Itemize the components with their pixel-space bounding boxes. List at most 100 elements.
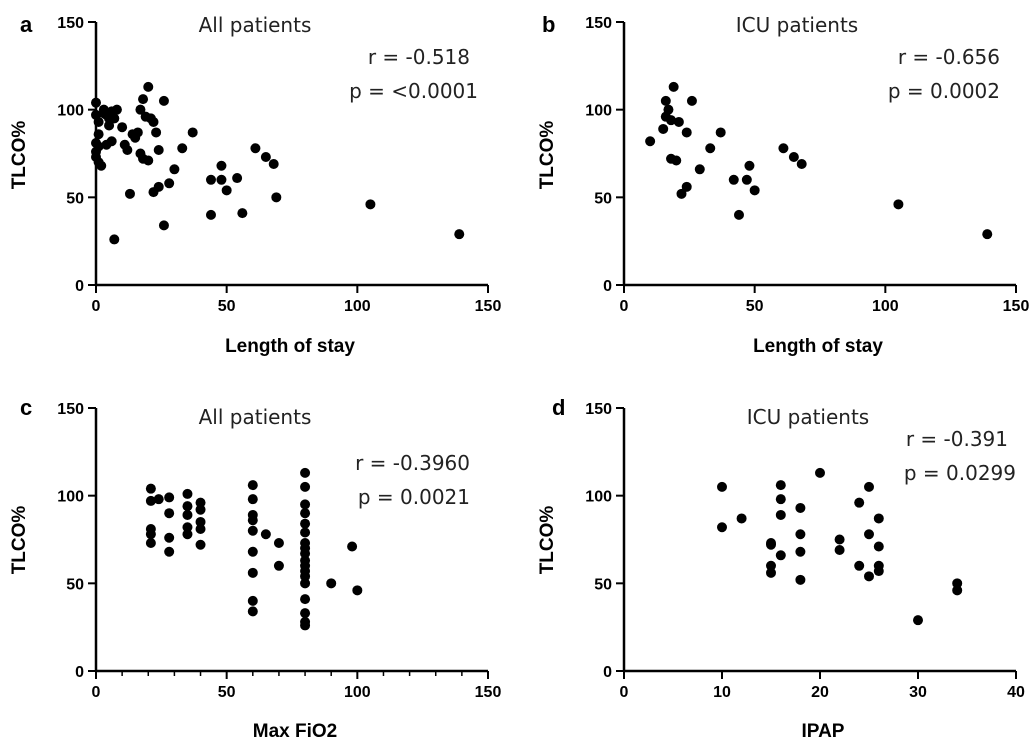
p-value: p = <0.0001 — [349, 79, 478, 103]
data-point — [775, 550, 786, 561]
data-point — [195, 516, 206, 527]
data-point — [736, 513, 747, 524]
data-point — [153, 144, 164, 155]
data-point — [135, 104, 146, 115]
data-point — [681, 127, 692, 138]
data-point — [715, 127, 726, 138]
panel-title: All patients — [199, 405, 312, 429]
data-point — [300, 499, 311, 510]
data-point — [663, 104, 674, 115]
y-tick-label: 150 — [585, 15, 612, 32]
panel-c: c All patients r = -0.3960 p = 0.0021 Ma… — [9, 395, 501, 742]
data-point — [247, 480, 258, 491]
data-point — [205, 174, 216, 185]
data-point — [273, 538, 284, 549]
data-point — [352, 585, 363, 596]
panel-letter: b — [542, 12, 555, 37]
data-point — [195, 497, 206, 508]
p-value: p = 0.0002 — [888, 79, 1000, 103]
data-point — [145, 538, 156, 549]
y-tick-label: 100 — [585, 103, 612, 120]
y-tick-label: 0 — [75, 278, 84, 295]
data-point — [347, 541, 358, 552]
data-point — [658, 123, 669, 134]
data-point — [873, 566, 884, 577]
data-point — [778, 143, 789, 154]
data-point — [864, 529, 874, 540]
data-point — [117, 122, 128, 133]
x-axis-label: Max FiO2 — [253, 721, 337, 742]
data-point — [300, 578, 311, 589]
data-point — [645, 136, 656, 147]
x-axis-label: Length of stay — [753, 336, 883, 357]
data-point — [177, 143, 188, 154]
data-point — [666, 115, 677, 126]
data-point — [247, 595, 258, 606]
data-points — [645, 81, 993, 240]
data-point — [676, 188, 687, 199]
data-point — [260, 529, 271, 540]
data-point — [815, 467, 825, 478]
y-tick-label: 100 — [57, 489, 84, 506]
data-point — [247, 494, 258, 505]
data-point — [300, 467, 311, 478]
y-tick-label: 150 — [585, 401, 612, 418]
data-point — [98, 108, 109, 119]
data-point — [668, 81, 679, 92]
data-point — [164, 178, 175, 189]
data-point — [91, 97, 101, 108]
data-point — [795, 546, 806, 557]
p-value: p = 0.0299 — [904, 461, 1016, 485]
data-point — [124, 188, 135, 199]
data-point — [300, 518, 311, 529]
x-tick-label: 0 — [620, 684, 629, 701]
data-point — [671, 155, 682, 166]
panel-letter: a — [20, 12, 33, 37]
data-point — [169, 164, 180, 175]
data-point — [300, 571, 311, 582]
data-point — [365, 199, 376, 210]
data-point — [216, 174, 227, 185]
data-point — [260, 152, 271, 163]
data-point — [145, 495, 156, 506]
data-point — [775, 509, 786, 520]
data-point — [182, 522, 193, 533]
x-tick-label: 100 — [344, 684, 371, 701]
data-point — [300, 527, 311, 538]
data-point — [122, 144, 133, 155]
panel-d: d ICU patients r = -0.391 p = 0.0299 IPA… — [537, 395, 1025, 742]
data-point — [717, 522, 727, 533]
panel-b: b ICU patients r = -0.656 p = 0.0002 Len… — [537, 12, 1029, 357]
data-point — [232, 173, 243, 184]
panel-letter: d — [552, 395, 565, 420]
axes: 0 50 100 150 0 50 100 150 — [585, 15, 1029, 315]
data-point — [221, 185, 232, 196]
x-tick-label: 100 — [344, 298, 371, 315]
data-point — [705, 143, 716, 154]
data-point — [854, 560, 865, 571]
data-point — [153, 494, 164, 505]
data-point — [109, 234, 120, 245]
data-point — [300, 608, 311, 619]
data-point — [96, 160, 107, 171]
data-points — [717, 467, 963, 626]
data-point — [145, 483, 156, 494]
data-point — [694, 164, 705, 175]
y-tick-label: 150 — [57, 15, 84, 32]
x-tick-label: 50 — [218, 298, 236, 315]
axes: 0 50 100 150 0 50 100 150 — [57, 401, 501, 701]
data-point — [195, 504, 206, 515]
data-point — [158, 95, 169, 106]
x-tick-label: 150 — [475, 684, 502, 701]
data-point — [250, 143, 261, 154]
data-point — [673, 116, 684, 127]
x-tick-label: 50 — [746, 298, 764, 315]
data-point — [268, 159, 279, 170]
x-tick-label: 20 — [811, 684, 829, 701]
data-point — [182, 488, 193, 499]
data-point — [164, 508, 175, 519]
data-point — [151, 127, 162, 138]
data-point — [454, 229, 465, 240]
y-tick-label: 50 — [594, 190, 612, 207]
